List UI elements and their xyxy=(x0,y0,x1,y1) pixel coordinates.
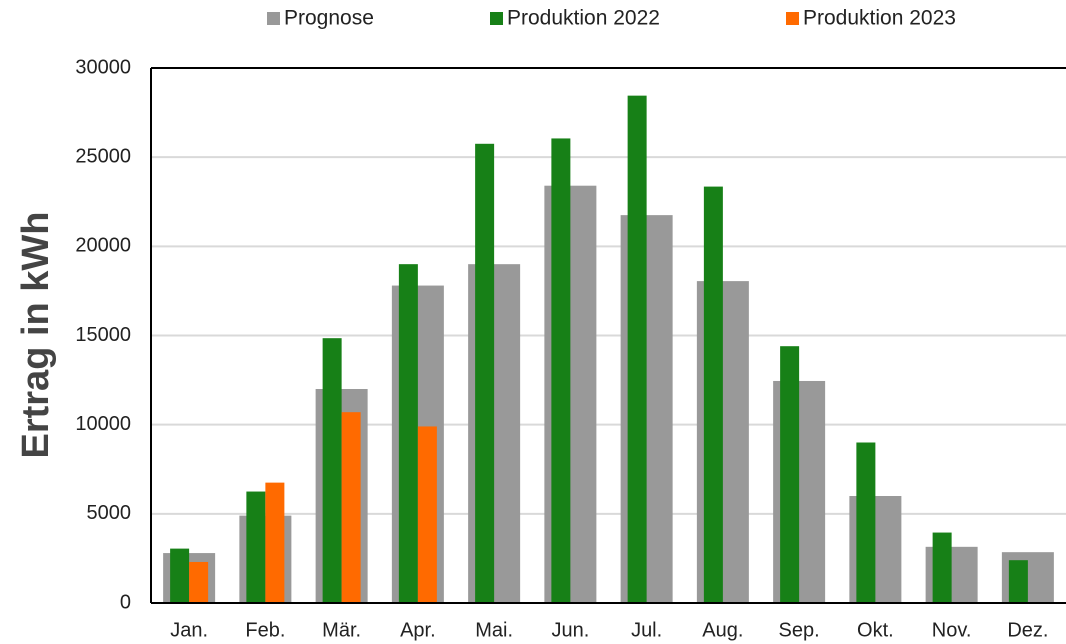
bar xyxy=(265,482,285,603)
y-tick-label: 10000 xyxy=(75,413,131,435)
legend-label: Produktion 2023 xyxy=(803,7,956,30)
x-tick-label: Aug. xyxy=(702,619,743,641)
bar xyxy=(856,442,876,603)
legend-swatch xyxy=(267,12,280,25)
x-tick-label: Feb. xyxy=(245,619,285,641)
bar xyxy=(475,143,495,603)
y-tick-label: 0 xyxy=(120,591,131,613)
x-tick-label: Jul. xyxy=(631,619,662,641)
x-tick-label: Dez. xyxy=(1007,619,1048,641)
legend-swatch xyxy=(490,12,503,25)
bar xyxy=(189,561,209,603)
bar xyxy=(551,138,571,604)
bar xyxy=(780,346,800,603)
y-tick-label: 25000 xyxy=(75,145,131,167)
x-tick-label: Okt. xyxy=(857,619,894,641)
y-tick-label: 15000 xyxy=(75,324,131,346)
x-tick-label: Sep. xyxy=(779,619,820,641)
x-tick-label: Jan. xyxy=(170,619,208,641)
x-tick-label: Apr. xyxy=(400,619,436,641)
bar xyxy=(417,426,437,603)
bar xyxy=(627,95,647,604)
bar xyxy=(932,532,952,603)
y-tick-label: 30000 xyxy=(75,56,131,78)
x-tick-label: Jun. xyxy=(551,619,589,641)
bar xyxy=(322,338,342,603)
y-tick-label: 20000 xyxy=(75,235,131,257)
x-tick-label: Nov. xyxy=(932,619,972,641)
bar xyxy=(341,412,361,603)
bar xyxy=(246,491,266,603)
bar xyxy=(398,264,418,603)
bar xyxy=(1008,560,1028,603)
legend-label: Prognose xyxy=(284,7,374,30)
bar xyxy=(703,186,723,603)
legend-label: Produktion 2022 xyxy=(507,7,660,30)
y-tick-label: 5000 xyxy=(87,502,132,524)
x-tick-label: Mai. xyxy=(475,619,513,641)
x-tick-label: Mär. xyxy=(322,619,361,641)
y-axis-label: Ertrag in kWh xyxy=(15,211,57,458)
legend-swatch xyxy=(786,12,799,25)
bar xyxy=(170,548,190,603)
